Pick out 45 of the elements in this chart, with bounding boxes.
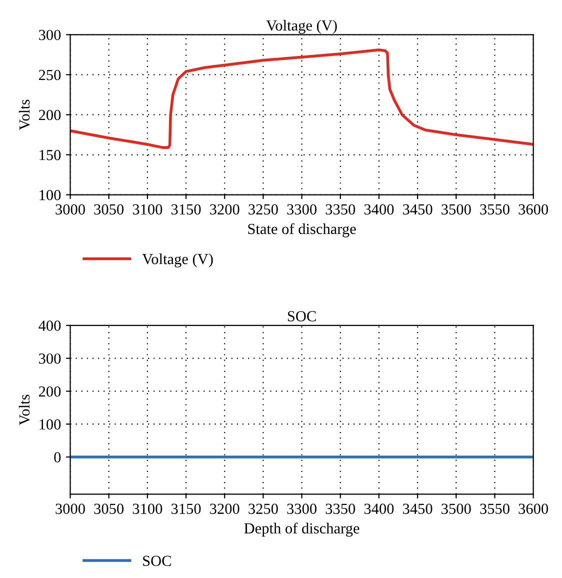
x-tick-label: 3250 [248, 504, 278, 514]
legend-label: SOC [143, 556, 171, 566]
y-axis-title: Volts [18, 100, 30, 130]
x-tick-label: 3300 [287, 504, 316, 514]
y-tick-label: 250 [38, 70, 61, 80]
x-axis-title: State of discharge [248, 223, 356, 238]
x-tick-label: 3350 [326, 504, 356, 514]
x-tick-label: 3150 [171, 204, 201, 215]
x-tick-label: 3600 [518, 504, 548, 514]
x-tick-label: 3000 [56, 504, 85, 514]
x-tick-label: 3100 [132, 504, 162, 514]
x-tick-label: 3200 [210, 204, 240, 215]
y-tick-label: 300 [39, 353, 61, 364]
x-axis-title: Depth of discharge [244, 522, 360, 537]
y-axis-title: Volts [18, 394, 30, 426]
x-tick-label: 3600 [518, 204, 548, 215]
x-tick-label: 3500 [442, 204, 471, 215]
x-tick-label: 3150 [171, 504, 201, 514]
x-tick-label: 3050 [94, 504, 124, 514]
x-tick-label: 3000 [56, 204, 85, 215]
chart-title: SOC [288, 311, 316, 322]
y-tick-label: 200 [38, 110, 61, 120]
x-tick-label: 3100 [132, 204, 162, 215]
legend-label: Voltage (V) [142, 253, 213, 268]
x-tick-label: 3250 [248, 204, 278, 215]
x-tick-label: 3050 [94, 204, 124, 215]
x-tick-label: 3450 [403, 204, 432, 215]
x-tick-label: 3300 [287, 204, 316, 215]
x-tick-label: 3450 [403, 504, 432, 514]
x-tick-label: 3350 [326, 204, 356, 215]
x-tick-label: 3500 [442, 504, 471, 514]
line-series [70, 48, 534, 149]
y-tick-label: 400 [38, 320, 61, 331]
x-tick-label: 3400 [364, 204, 394, 215]
chart-title: Voltage (V) [266, 20, 337, 34]
y-tick-label: 300 [39, 30, 61, 40]
y-tick-label: 100 [40, 190, 61, 200]
x-tick-label: 3400 [364, 504, 394, 514]
x-tick-label: 3550 [480, 204, 510, 215]
y-tick-label: 150 [40, 150, 61, 160]
y-tick-label: 100 [40, 419, 61, 430]
x-tick-label: 3200 [210, 504, 240, 514]
x-tick-label: 3550 [480, 504, 510, 514]
y-tick-label: 200 [38, 386, 61, 397]
y-tick-label: 0 [54, 452, 61, 462]
